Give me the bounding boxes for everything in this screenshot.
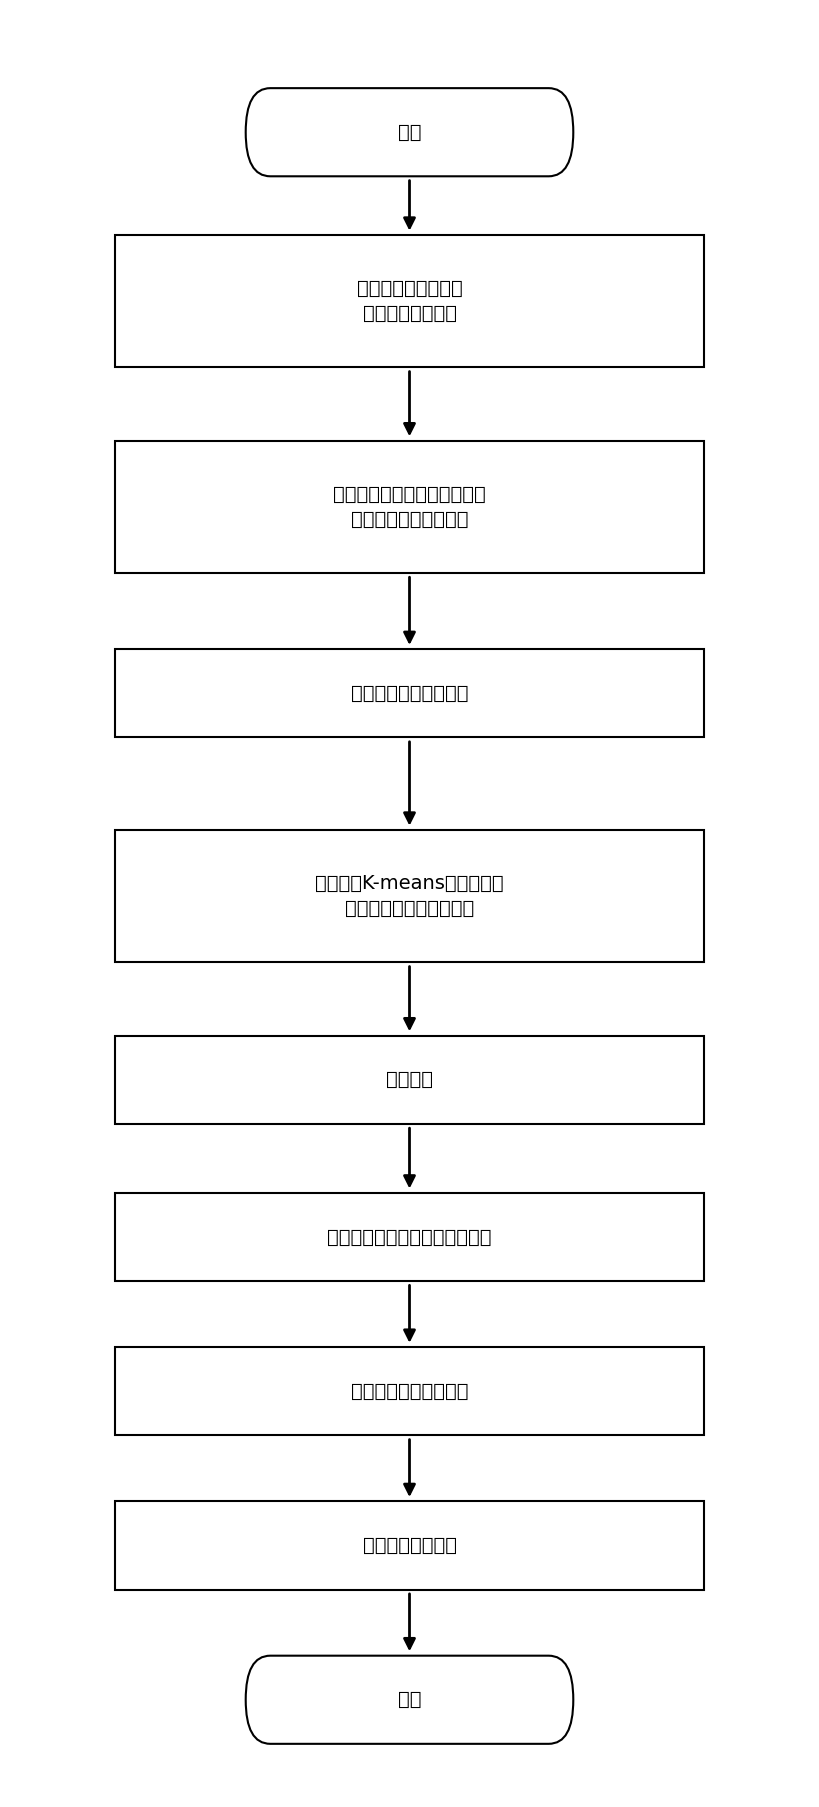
Text: 分别建立多元线性回归方程建立: 分别建立多元线性回归方程建立	[328, 1227, 491, 1247]
Text: 聚类结果: 聚类结果	[386, 1070, 433, 1090]
FancyBboxPatch shape	[115, 441, 704, 573]
FancyBboxPatch shape	[115, 829, 704, 963]
Text: 开始: 开始	[398, 123, 421, 141]
FancyBboxPatch shape	[115, 1348, 704, 1435]
Text: 台区线损率的预测计算: 台区线损率的预测计算	[351, 1382, 468, 1400]
FancyBboxPatch shape	[115, 235, 704, 367]
Text: 基于新的K-means聚类算法分
析，并计算总的轮廓系数: 基于新的K-means聚类算法分 析，并计算总的轮廓系数	[315, 875, 504, 918]
FancyBboxPatch shape	[246, 89, 573, 177]
FancyBboxPatch shape	[115, 1502, 704, 1590]
Text: 计算结果误差分析: 计算结果误差分析	[363, 1536, 456, 1556]
FancyBboxPatch shape	[246, 1655, 573, 1744]
Text: 样本的提取，参数设定: 样本的提取，参数设定	[351, 683, 468, 703]
Text: 理论分析台区线损率
影响因子权重大小: 理论分析台区线损率 影响因子权重大小	[356, 278, 463, 323]
FancyBboxPatch shape	[115, 1193, 704, 1281]
FancyBboxPatch shape	[115, 1035, 704, 1124]
Text: 台区电气特征参数的分析与选
取，并进行标准化处理: 台区电气特征参数的分析与选 取，并进行标准化处理	[333, 484, 486, 529]
Text: 结束: 结束	[398, 1690, 421, 1709]
FancyBboxPatch shape	[115, 649, 704, 737]
